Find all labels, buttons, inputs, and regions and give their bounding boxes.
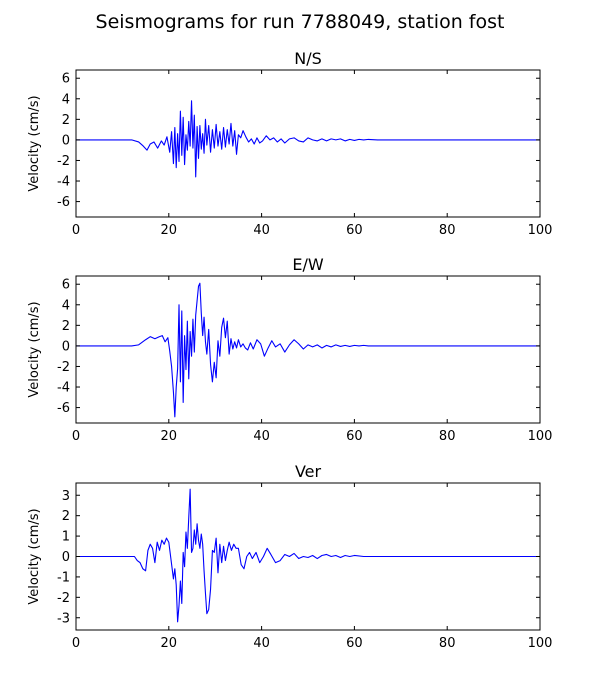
series-line xyxy=(76,282,540,418)
panel-1: E/W Velocity (cm/s) 0 20 40 60 80 100 -6 -4 -2 0 2 4 6 xyxy=(27,255,552,444)
y-tick-label: 0 xyxy=(62,339,70,354)
y-tick-label: 1 xyxy=(62,530,70,545)
panel-title: N/S xyxy=(294,49,322,68)
axes-frame xyxy=(75,69,541,218)
y-tick-label: -2 xyxy=(57,591,70,606)
y-tick-label: 6 xyxy=(62,278,70,293)
figure-title: Seismograms for run 7788049, station fos… xyxy=(96,11,505,33)
series-line xyxy=(76,488,540,623)
y-tick-label: -2 xyxy=(57,360,70,375)
x-tick-label: 100 xyxy=(528,223,553,238)
x-tick-label: 60 xyxy=(346,223,363,238)
x-tick-label: 60 xyxy=(346,636,363,651)
series-line xyxy=(76,100,540,178)
y-tick-label: 6 xyxy=(62,72,70,87)
y-tick-label: 2 xyxy=(62,319,70,334)
x-tick-label: 20 xyxy=(161,429,178,444)
x-tick-label: 40 xyxy=(253,223,270,238)
x-tick-label: 80 xyxy=(439,223,456,238)
x-tick-label: 0 xyxy=(72,636,80,651)
y-axis-label: Velocity (cm/s) xyxy=(27,95,42,191)
x-tick-label: 100 xyxy=(528,429,553,444)
x-tick-label: 0 xyxy=(72,223,80,238)
y-tick-label: -2 xyxy=(57,154,70,169)
panel-0: N/S Velocity (cm/s) 0 20 40 60 80 100 -6 -4 -2 0 2 4 6 xyxy=(27,49,552,238)
x-tick-label: 20 xyxy=(161,636,178,651)
x-tick-label: 40 xyxy=(253,429,270,444)
y-tick-label: -3 xyxy=(57,611,70,626)
panel-title: Ver xyxy=(295,462,322,481)
y-axis-label: Velocity (cm/s) xyxy=(27,508,42,604)
x-tick-label: 100 xyxy=(528,636,553,651)
y-tick-label: -4 xyxy=(57,175,70,190)
y-tick-label: 0 xyxy=(62,550,70,565)
x-tick-label: 20 xyxy=(161,223,178,238)
x-tick-label: 60 xyxy=(346,429,363,444)
panel-2: Ver Velocity (cm/s) 0 20 40 60 80 100 -3 -2 -1 0 1 2 3 xyxy=(27,462,552,651)
y-tick-label: 4 xyxy=(62,92,70,107)
y-tick-label: -1 xyxy=(57,570,70,585)
y-tick-label: 0 xyxy=(62,133,70,148)
x-tick-label: 40 xyxy=(253,636,270,651)
x-tick-label: 80 xyxy=(439,636,456,651)
y-tick-label: -4 xyxy=(57,381,70,396)
x-tick-label: 80 xyxy=(439,429,456,444)
y-axis-label: Velocity (cm/s) xyxy=(27,301,42,397)
axes-frame xyxy=(75,275,541,424)
y-tick-label: 3 xyxy=(62,489,70,504)
y-tick-label: -6 xyxy=(57,401,70,416)
x-tick-label: 0 xyxy=(72,429,80,444)
y-tick-label: -6 xyxy=(57,195,70,210)
y-tick-label: 2 xyxy=(62,509,70,524)
y-tick-label: 4 xyxy=(62,298,70,313)
y-tick-label: 2 xyxy=(62,113,70,128)
panel-title: E/W xyxy=(292,255,324,274)
